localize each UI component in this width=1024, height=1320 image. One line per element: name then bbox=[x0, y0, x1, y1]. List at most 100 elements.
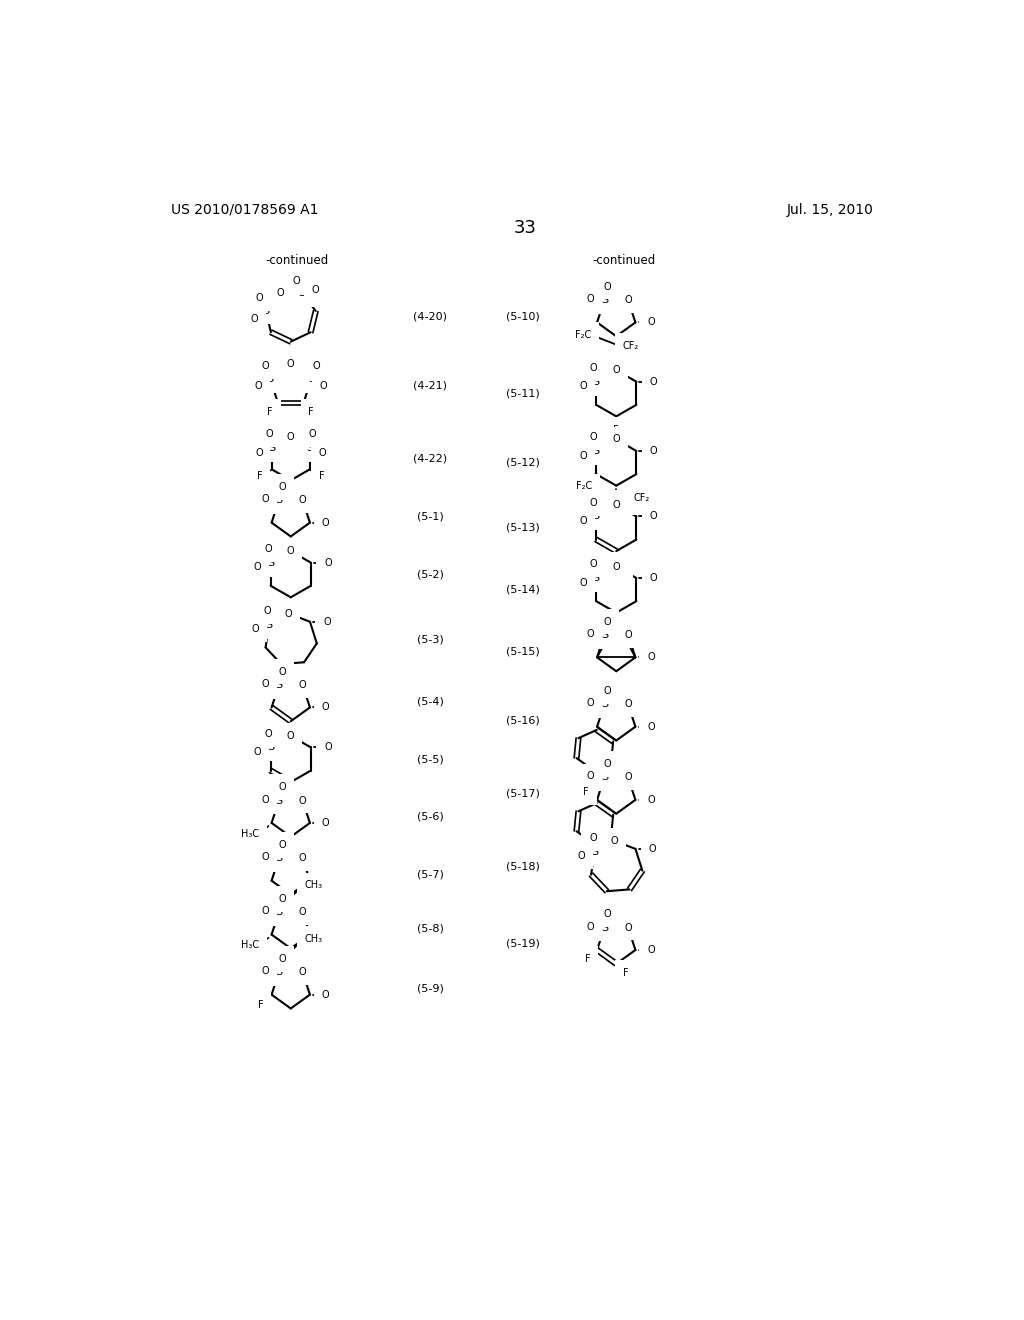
Text: O: O bbox=[322, 875, 330, 886]
Text: O: O bbox=[590, 560, 598, 569]
Text: S: S bbox=[275, 796, 283, 805]
Text: S: S bbox=[593, 511, 600, 521]
Text: O: O bbox=[261, 966, 269, 977]
Text: O: O bbox=[604, 759, 611, 770]
Text: S: S bbox=[593, 446, 600, 455]
Text: S: S bbox=[601, 772, 608, 783]
Text: O: O bbox=[647, 945, 654, 954]
Text: O: O bbox=[587, 630, 594, 639]
Text: S: S bbox=[298, 288, 305, 298]
Text: O: O bbox=[322, 702, 330, 713]
Text: O: O bbox=[261, 853, 269, 862]
Text: O: O bbox=[647, 795, 654, 805]
Text: O: O bbox=[647, 652, 654, 663]
Text: F: F bbox=[318, 471, 325, 482]
Text: (5-9): (5-9) bbox=[417, 983, 443, 994]
Text: (4-21): (4-21) bbox=[414, 380, 447, 391]
Text: S: S bbox=[275, 853, 283, 863]
Text: F: F bbox=[585, 954, 591, 964]
Text: O: O bbox=[311, 285, 319, 296]
Text: O: O bbox=[279, 482, 286, 492]
Text: CF₂: CF₂ bbox=[633, 492, 649, 503]
Text: O: O bbox=[287, 731, 295, 741]
Text: O: O bbox=[322, 929, 330, 940]
Text: (5-17): (5-17) bbox=[506, 788, 541, 799]
Text: O: O bbox=[587, 294, 594, 304]
Text: O: O bbox=[580, 381, 587, 392]
Text: S: S bbox=[275, 495, 283, 506]
Text: O: O bbox=[252, 624, 259, 634]
Text: CH₃: CH₃ bbox=[305, 935, 323, 944]
Text: F: F bbox=[613, 425, 620, 436]
Text: O: O bbox=[649, 511, 657, 521]
Text: F: F bbox=[267, 408, 273, 417]
Text: S: S bbox=[593, 376, 600, 387]
Text: O: O bbox=[287, 359, 295, 370]
Text: O: O bbox=[649, 376, 657, 387]
Text: S: S bbox=[275, 680, 283, 690]
Text: S: S bbox=[267, 557, 274, 568]
Text: CF₂: CF₂ bbox=[612, 498, 629, 508]
Text: H₃C: H₃C bbox=[241, 940, 259, 950]
Text: O: O bbox=[590, 433, 598, 442]
Text: S: S bbox=[308, 374, 315, 384]
Text: (5-2): (5-2) bbox=[417, 569, 443, 579]
Text: O: O bbox=[255, 381, 262, 391]
Text: S: S bbox=[593, 573, 600, 583]
Text: S: S bbox=[275, 968, 283, 977]
Text: O: O bbox=[299, 907, 306, 917]
Text: O: O bbox=[322, 990, 330, 999]
Text: (5-13): (5-13) bbox=[507, 523, 540, 533]
Text: O: O bbox=[322, 818, 330, 828]
Text: (5-10): (5-10) bbox=[507, 312, 540, 321]
Text: O: O bbox=[285, 609, 293, 619]
Text: (5-7): (5-7) bbox=[417, 870, 443, 879]
Text: O: O bbox=[580, 578, 587, 587]
Text: S: S bbox=[306, 444, 313, 453]
Text: O: O bbox=[263, 606, 271, 616]
Text: O: O bbox=[256, 293, 263, 304]
Text: O: O bbox=[612, 434, 621, 445]
Text: H₃C: H₃C bbox=[607, 622, 626, 631]
Text: O: O bbox=[279, 894, 286, 904]
Text: (5-1): (5-1) bbox=[417, 511, 443, 521]
Text: O: O bbox=[580, 516, 587, 527]
Text: O: O bbox=[279, 783, 286, 792]
Text: O: O bbox=[604, 909, 611, 919]
Text: O: O bbox=[287, 546, 295, 556]
Text: O: O bbox=[299, 495, 306, 506]
Text: O: O bbox=[625, 772, 632, 783]
Text: US 2010/0178569 A1: US 2010/0178569 A1 bbox=[171, 203, 318, 216]
Text: O: O bbox=[279, 667, 286, 677]
Text: O: O bbox=[325, 742, 332, 752]
Text: O: O bbox=[254, 562, 261, 573]
Text: O: O bbox=[261, 907, 269, 916]
Text: -continued: -continued bbox=[265, 253, 329, 267]
Text: O: O bbox=[604, 281, 611, 292]
Text: O: O bbox=[318, 447, 327, 458]
Text: O: O bbox=[587, 921, 594, 932]
Text: (4-20): (4-20) bbox=[414, 312, 447, 321]
Text: O: O bbox=[578, 851, 585, 861]
Text: O: O bbox=[261, 678, 269, 689]
Text: S: S bbox=[591, 847, 598, 857]
Text: (5-3): (5-3) bbox=[417, 635, 443, 644]
Text: S: S bbox=[266, 374, 273, 384]
Text: O: O bbox=[254, 747, 261, 758]
Text: O: O bbox=[261, 795, 269, 805]
Text: O: O bbox=[604, 616, 611, 627]
Text: O: O bbox=[261, 494, 269, 504]
Text: O: O bbox=[279, 954, 286, 964]
Text: CF₂: CF₂ bbox=[623, 341, 639, 351]
Text: S: S bbox=[268, 444, 275, 453]
Text: (5-19): (5-19) bbox=[506, 939, 541, 949]
Text: O: O bbox=[589, 833, 597, 843]
Text: O: O bbox=[612, 561, 621, 572]
Text: F: F bbox=[583, 787, 589, 797]
Text: O: O bbox=[604, 686, 611, 696]
Text: (5-4): (5-4) bbox=[417, 696, 443, 706]
Text: (4-22): (4-22) bbox=[414, 454, 447, 463]
Text: 33: 33 bbox=[513, 219, 537, 238]
Text: O: O bbox=[625, 700, 632, 709]
Text: S: S bbox=[601, 296, 608, 305]
